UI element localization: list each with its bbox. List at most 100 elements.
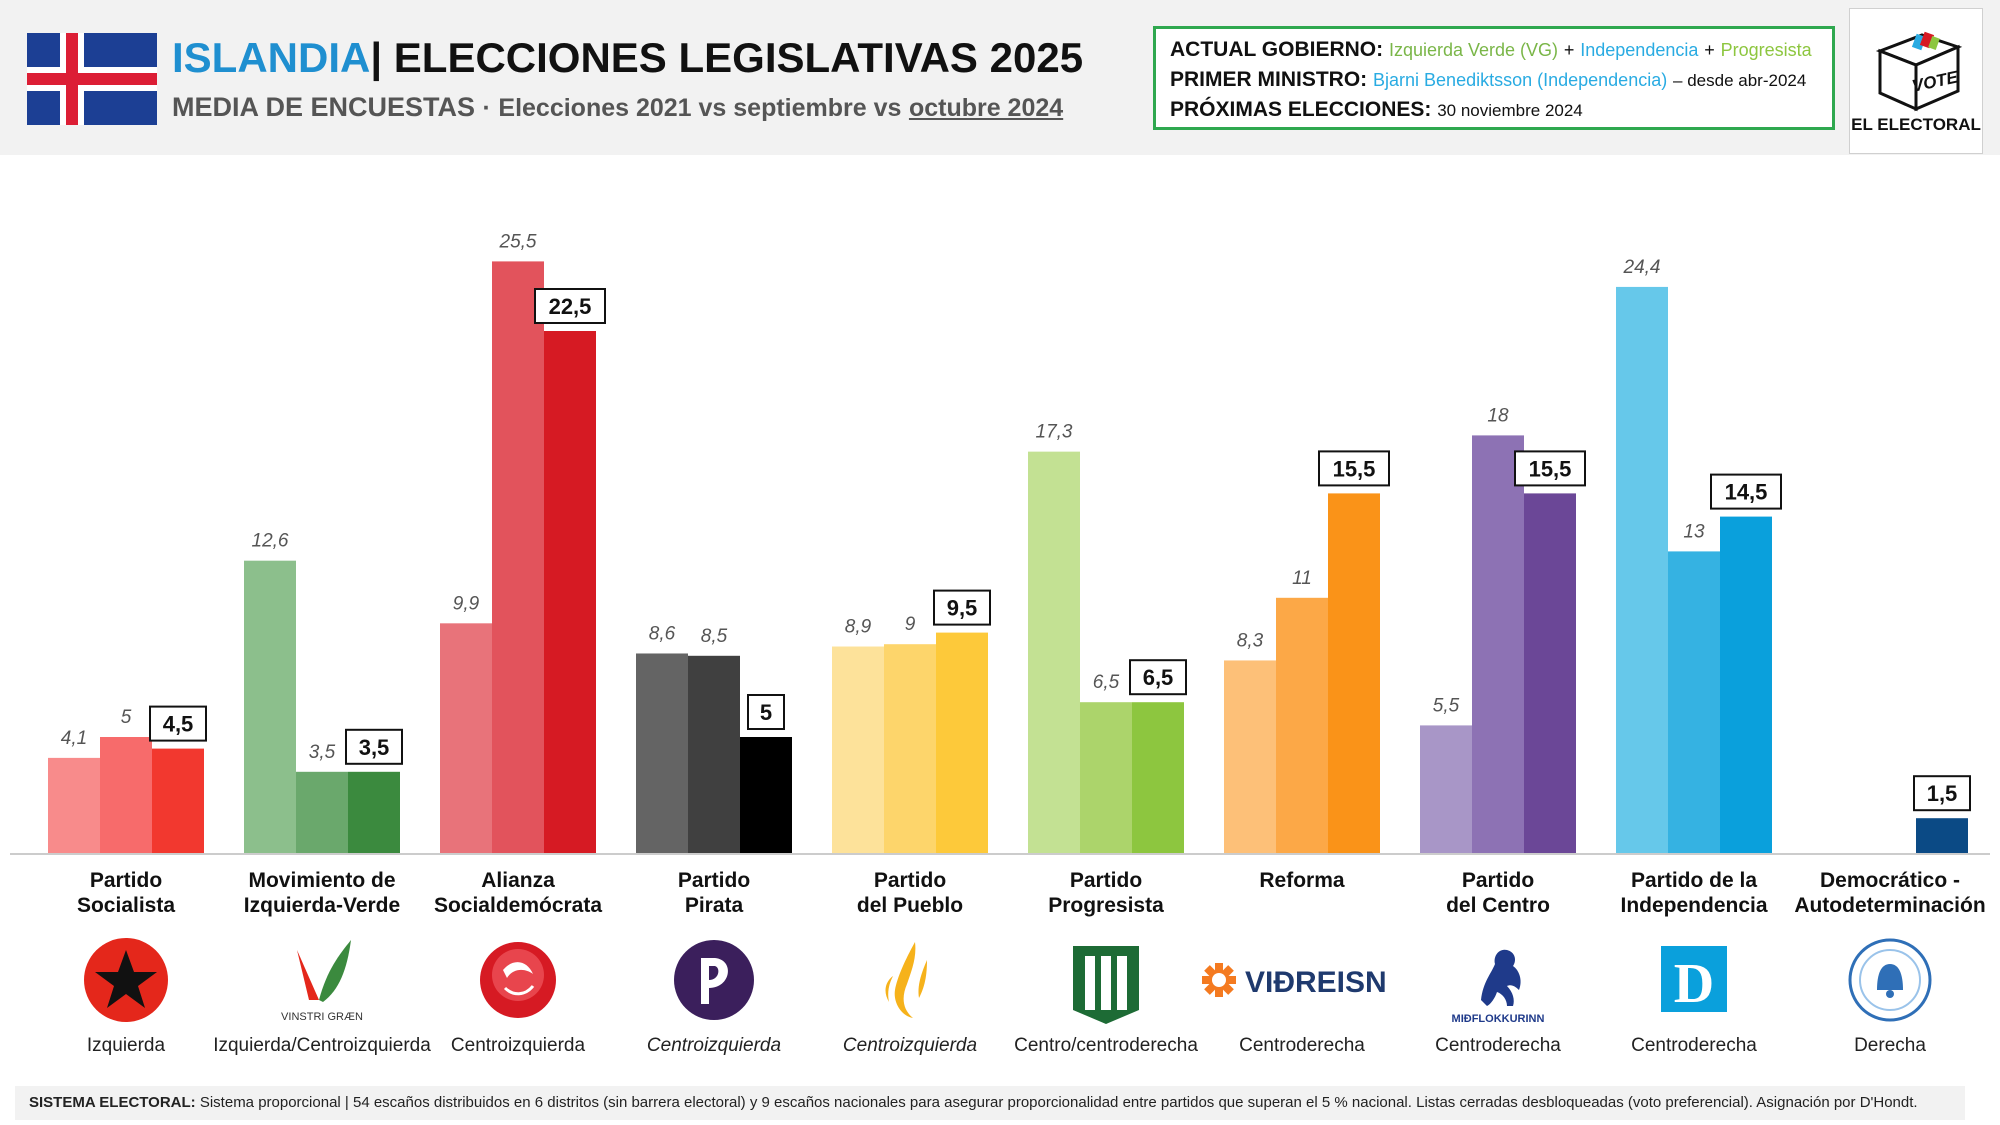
subtitle: MEDIA DE ENCUESTAS · Elecciones 2021 vs … (172, 92, 1063, 123)
bar-3-8 (1720, 516, 1772, 853)
bar-chart: 4,1 5 4,5 12,6 3,5 3,5 9,9 25,5 22,5 8,6 8,5 5 8,9 9 9… (10, 231, 1990, 855)
bar-label-2-1: 3,5 (309, 742, 336, 763)
bar-label-3-3: 5 (760, 700, 772, 725)
bar-1-8 (1616, 286, 1668, 853)
party-name: Alianza Socialdemócrata (433, 869, 603, 917)
bar-label-1-5: 17,3 (1036, 422, 1073, 443)
gov-party-vg: Izquierda Verde (VG) (1388, 40, 1559, 60)
title-separator: | (370, 34, 383, 81)
party-name: Partido del Centro (1446, 869, 1550, 917)
bar-2-8 (1668, 551, 1720, 853)
bar-label-box-9 (1913, 775, 1971, 812)
bar-label-1-8: 24,4 (1623, 257, 1661, 278)
bar-label-2-2: 25,5 (499, 231, 537, 252)
bar-1-5 (1028, 451, 1080, 853)
bar-label-1-2: 9,9 (453, 593, 480, 614)
next-date: 30 noviembre 2024 (1437, 101, 1583, 120)
bar-1-1 (244, 560, 296, 853)
bell-seal-icon (1835, 930, 1945, 1030)
bar-3-2 (544, 331, 596, 853)
bar-label-1-6: 8,3 (1237, 630, 1264, 651)
bar-3-1 (348, 771, 400, 853)
bar-label-box-5 (1129, 659, 1187, 696)
party-ideology: Centroizquierda (646, 1035, 782, 1056)
bar-3-6 (1328, 493, 1380, 853)
bar-label-1-1: 12,6 (252, 531, 289, 552)
bar-label-3-1: 3,5 (359, 735, 390, 760)
bar-label-3-6: 15,5 (1333, 456, 1376, 481)
party-ideology: Centro/centroderecha (1014, 1035, 1198, 1056)
bar-3-9 (1916, 818, 1968, 853)
party-name: Partido Pirata (677, 869, 751, 917)
people-hands-icon (855, 930, 965, 1030)
gov-label: ACTUAL GOBIERNO: (1170, 38, 1384, 61)
page-title: ISLANDIA| ELECCIONES LEGISLATIVAS 2025 (172, 34, 1083, 82)
party-ideology: Centroderecha (1239, 1035, 1365, 1056)
bar-label-3-2: 22,5 (549, 294, 592, 319)
gov-plus: + (1563, 40, 1575, 60)
bar-label-2-7: 18 (1487, 405, 1509, 426)
pirate-icon (659, 930, 769, 1030)
title-country: ISLANDIA (172, 34, 371, 81)
bar-label-box-3 (747, 694, 785, 730)
subtitle-dot: · (482, 94, 491, 122)
bar-label-3-0: 4,5 (163, 712, 194, 737)
bar-label-2-4: 9 (905, 614, 916, 635)
party-name: Movimiento de Izquierda-Verde (243, 869, 401, 917)
bar-1-4 (832, 646, 884, 853)
bar-2-5 (1080, 702, 1132, 853)
government-line: ACTUAL GOBIERNO: Izquierda Verde (VG) + … (1170, 35, 1818, 65)
bar-label-box-7 (1514, 450, 1586, 487)
bar-label-3-8: 14,5 (1725, 480, 1768, 505)
footer-text: Sistema proporcional | 54 escaños distri… (199, 1094, 1918, 1111)
party-ideology: Derecha (1854, 1035, 1926, 1056)
bar-1-2 (440, 623, 492, 853)
bar-2-0 (100, 737, 152, 853)
gov-party-progressive: Progresista (1720, 40, 1812, 60)
pm-label: PRIMER MINISTRO: (1170, 68, 1368, 91)
bar-label-3-7: 15,5 (1529, 456, 1572, 481)
party-ideology: Izquierda/Centroizquierda (213, 1035, 431, 1056)
bar-2-3 (688, 655, 740, 853)
party-ideology: Centroizquierda (842, 1035, 978, 1056)
bar-3-5 (1132, 702, 1184, 853)
title-main: ELECCIONES LEGISLATIVAS 2025 (393, 34, 1084, 81)
footer: SISTEMA ELECTORAL: Sistema proporcional … (15, 1086, 1965, 1120)
bar-1-0 (48, 757, 100, 853)
party-name: Partido Socialista (76, 869, 176, 917)
svg-text:MIÐFLOKKURINN: MIÐFLOKKURINN (1452, 1013, 1545, 1025)
bar-3-4 (936, 632, 988, 853)
header: ISLANDIA| ELECCIONES LEGISLATIVAS 2025 M… (0, 0, 2000, 155)
subtitle-part2: octubre 2024 (908, 94, 1064, 122)
party-name: Partido de la Independencia (1620, 869, 1768, 917)
party-name: Reforma (1259, 869, 1345, 892)
party-ideology: Izquierda (86, 1035, 166, 1056)
progressive-icon (1051, 930, 1161, 1030)
pm-since: – desde abr-2024 (1673, 71, 1807, 90)
bar-2-4 (884, 644, 936, 853)
socialist-star-icon (71, 930, 181, 1030)
bar-1-7 (1420, 725, 1472, 853)
next-elections-line: PRÓXIMAS ELECCIONES: 30 noviembre 2024 (1170, 95, 1818, 125)
horse-icon: MIÐFLOKKURINN (1443, 930, 1553, 1030)
svg-text:VINSTRI GRÆN: VINSTRI GRÆN (281, 1011, 363, 1023)
left-green-icon: VINSTRI GRÆN (267, 930, 377, 1030)
subtitle-part1: Elecciones 2021 vs septiembre vs (498, 94, 902, 122)
iceland-flag-icon (27, 33, 157, 125)
footer-label: SISTEMA ELECTORAL: (29, 1094, 196, 1111)
svg-text:D: D (1674, 953, 1714, 1015)
bar-label-2-3: 8,5 (701, 626, 728, 647)
gov-plus: + (1704, 40, 1715, 60)
bar-3-0 (152, 748, 204, 853)
bar-label-box-2 (534, 288, 606, 324)
ballot-box-icon: VOTE (1875, 31, 1963, 112)
independence-d-icon: D (1639, 930, 1749, 1030)
bar-label-box-4 (933, 589, 991, 626)
pm-name: Bjarni Benediktsson (Independencia) (1373, 70, 1668, 90)
party-ideology: Centroizquierda (450, 1035, 586, 1056)
party-name: Partido Progresista (1048, 869, 1164, 917)
gov-party-independence: Independencia (1580, 40, 1699, 60)
bar-label-2-6: 11 (1292, 568, 1312, 589)
reform-sun-icon: VIÐREISN (1182, 930, 1422, 1030)
logo-name: EL ELECTORAL (1851, 115, 1981, 134)
